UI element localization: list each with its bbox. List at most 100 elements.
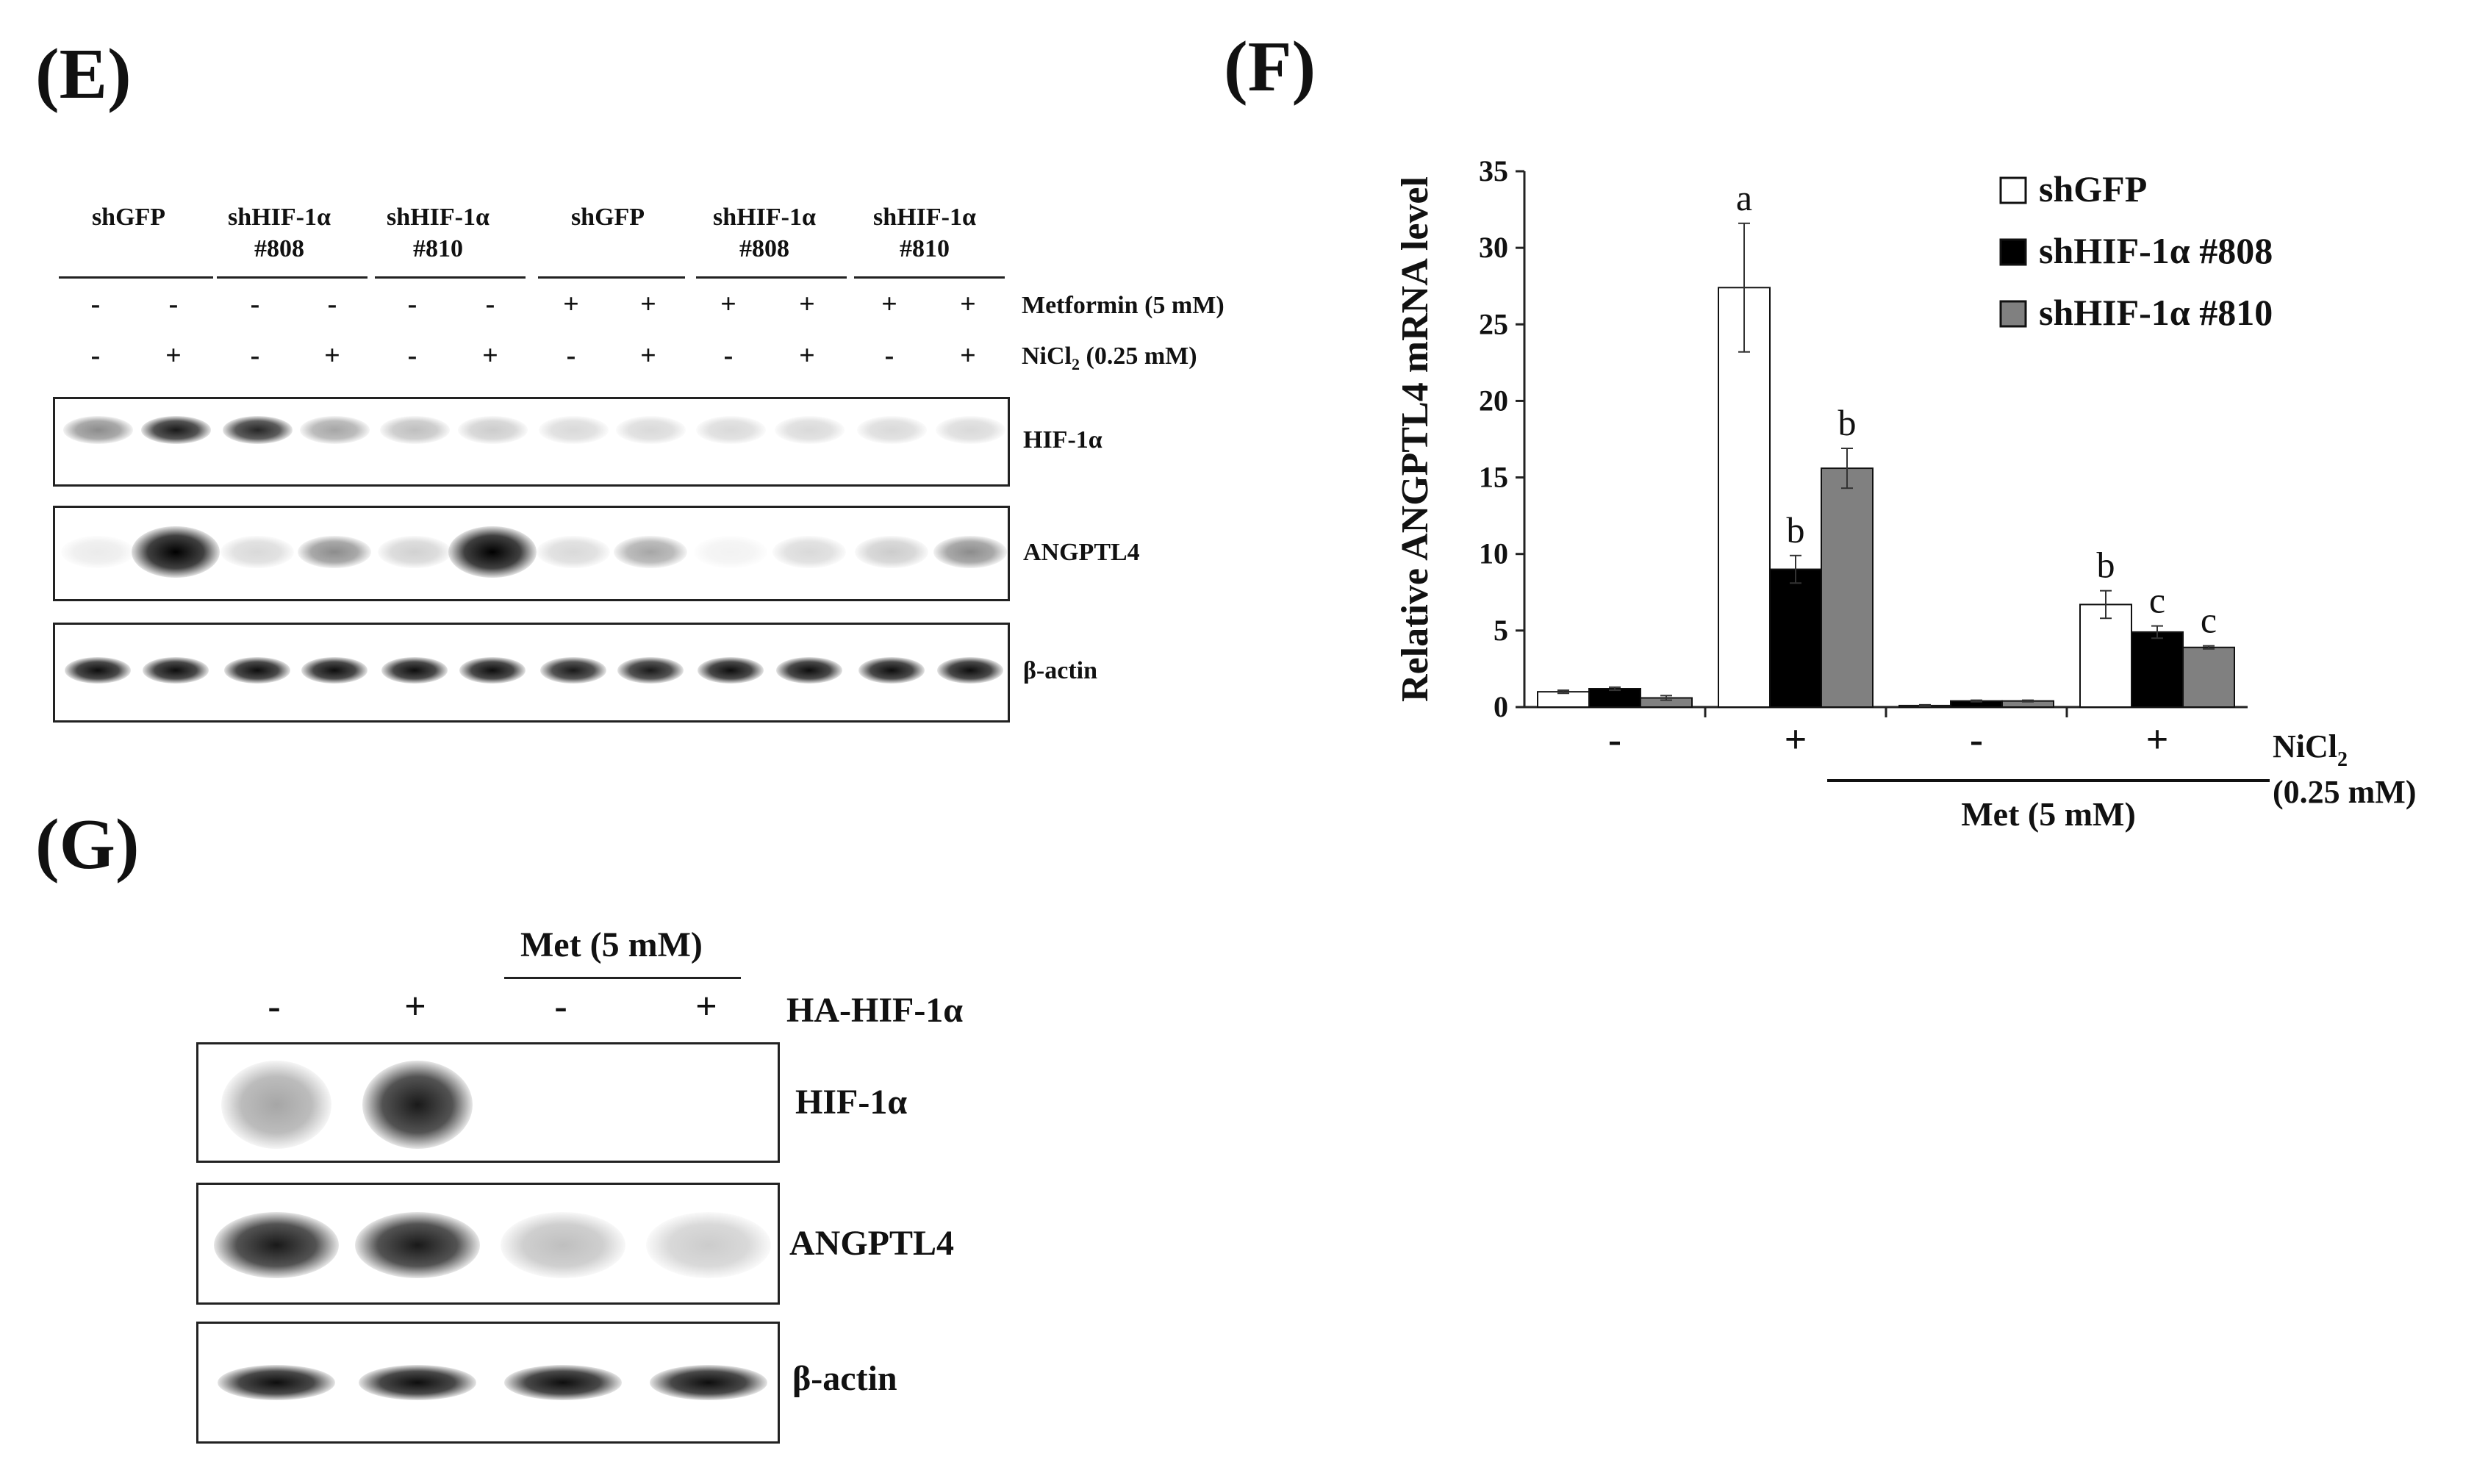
nicl-sign: + bbox=[960, 340, 976, 371]
ha-hif1a-sign: - bbox=[268, 986, 281, 1028]
metformin-sign: - bbox=[90, 289, 101, 320]
nicl-sign: + bbox=[482, 340, 498, 371]
x-tick-label: - bbox=[1608, 717, 1621, 761]
blot-label-angptl4: ANGPTL4 bbox=[1023, 539, 1140, 566]
blot-g-hif1a bbox=[196, 1042, 780, 1163]
ha-hif1a-sign: + bbox=[404, 986, 426, 1028]
group-header-line1: shHIF-1α bbox=[387, 204, 490, 231]
nicl-sign: - bbox=[407, 340, 417, 371]
group-header-2: shHIF-1α #808 bbox=[220, 202, 338, 265]
bar bbox=[1718, 287, 1771, 709]
x-tick-label: + bbox=[2146, 717, 2169, 761]
blot-band bbox=[858, 657, 925, 684]
nicl-sign: - bbox=[723, 340, 734, 371]
y-tick-label: 10 bbox=[1479, 537, 1508, 570]
blot-band bbox=[362, 1061, 473, 1149]
legend-swatch bbox=[1999, 238, 2027, 266]
blot-angptl4 bbox=[53, 506, 1010, 601]
blot-band bbox=[538, 416, 609, 444]
blot-band bbox=[501, 1212, 625, 1278]
group-header-line1: shHIF-1α bbox=[873, 204, 976, 231]
significance-label: b bbox=[2097, 545, 2115, 586]
x-tick-label: + bbox=[1785, 717, 1807, 761]
blot-band bbox=[65, 657, 131, 684]
blot-band bbox=[62, 416, 133, 444]
group-header-line1: shGFP bbox=[570, 204, 645, 231]
metformin-sign: + bbox=[960, 289, 976, 320]
blot-band bbox=[650, 1365, 767, 1400]
blot-band bbox=[772, 536, 846, 568]
blot-band bbox=[504, 1365, 622, 1400]
blot-band bbox=[694, 536, 767, 568]
nicl-label-sub: 2 bbox=[1072, 354, 1080, 373]
ha-hif1a-sign: - bbox=[554, 986, 567, 1028]
y-tick-label: 30 bbox=[1479, 231, 1508, 264]
panel-label-f: (F) bbox=[1224, 27, 1316, 107]
blot-band bbox=[224, 657, 290, 684]
blot-band bbox=[537, 536, 610, 568]
blot-band bbox=[221, 1061, 331, 1149]
nicl-sign: - bbox=[566, 340, 576, 371]
blot-band bbox=[61, 536, 135, 568]
blot-g-label-angptl4: ANGPTL4 bbox=[789, 1224, 955, 1263]
blot-band bbox=[935, 416, 1005, 444]
blot-band bbox=[856, 416, 927, 444]
blot-band bbox=[614, 536, 687, 568]
blot-band bbox=[646, 1212, 771, 1278]
blot-band bbox=[937, 657, 1003, 684]
blot-band bbox=[855, 536, 928, 568]
metformin-sign: - bbox=[485, 289, 495, 320]
group-header-1: shGFP bbox=[81, 202, 176, 234]
blot-band bbox=[695, 416, 766, 444]
blot-band bbox=[299, 416, 370, 444]
y-tick-label: 5 bbox=[1494, 614, 1508, 647]
y-tick-label: 15 bbox=[1479, 461, 1508, 494]
nicl-label-rest: (0.25 mM) bbox=[1080, 343, 1197, 370]
blot-g-label-hif1a: HIF-1α bbox=[795, 1083, 908, 1122]
group-header-3: shHIF-1α #810 bbox=[379, 202, 497, 265]
blot-band bbox=[298, 536, 371, 568]
nicl-sign: - bbox=[90, 340, 101, 371]
nicl-sign: - bbox=[250, 340, 260, 371]
group-line bbox=[217, 276, 367, 279]
bar bbox=[2182, 646, 2235, 708]
blot-band bbox=[617, 657, 684, 684]
group-header-6: shHIF-1α #810 bbox=[866, 202, 983, 265]
group-header-line2: #810 bbox=[900, 234, 950, 262]
panel-label-e: (E) bbox=[35, 35, 132, 114]
group-header-5: shHIF-1α #808 bbox=[706, 202, 823, 265]
blot-band bbox=[776, 657, 842, 684]
significance-label: b bbox=[1787, 509, 1805, 551]
blot-band bbox=[457, 416, 528, 444]
group-line bbox=[696, 276, 847, 279]
group-header-line2: #810 bbox=[413, 234, 463, 262]
blot-g-label-beta-actin: β-actin bbox=[792, 1359, 897, 1398]
group-line bbox=[854, 276, 1005, 279]
blot-band bbox=[378, 536, 451, 568]
met-label: Met (5 mM) bbox=[520, 925, 703, 964]
ha-hif1a-sign: + bbox=[695, 986, 717, 1028]
group-header-line1: shHIF-1α bbox=[713, 204, 816, 231]
group-line bbox=[538, 276, 685, 279]
blot-band bbox=[615, 416, 686, 444]
bar bbox=[1537, 691, 1590, 709]
x-axis-label: NiCl2 bbox=[2273, 728, 2348, 771]
blot-band bbox=[355, 1212, 480, 1278]
group-line bbox=[59, 276, 213, 279]
group-header-line2: #808 bbox=[254, 234, 304, 262]
blot-beta-actin bbox=[53, 623, 1010, 723]
group-header-4: shGFP bbox=[560, 202, 656, 234]
nicl-sign: + bbox=[324, 340, 340, 371]
y-tick-label: 25 bbox=[1479, 307, 1508, 340]
blot-band bbox=[698, 657, 764, 684]
met-bracket-label: Met (5 mM) bbox=[1961, 795, 2136, 833]
blot-label-hif1a: HIF-1α bbox=[1023, 426, 1102, 454]
significance-label: b bbox=[1838, 402, 1857, 443]
blot-band bbox=[301, 657, 367, 684]
bar bbox=[2131, 631, 2184, 708]
significance-label: c bbox=[2149, 580, 2165, 621]
met-line bbox=[504, 977, 741, 979]
blot-label-beta-actin: β-actin bbox=[1023, 657, 1098, 684]
metformin-sign: + bbox=[799, 289, 815, 320]
